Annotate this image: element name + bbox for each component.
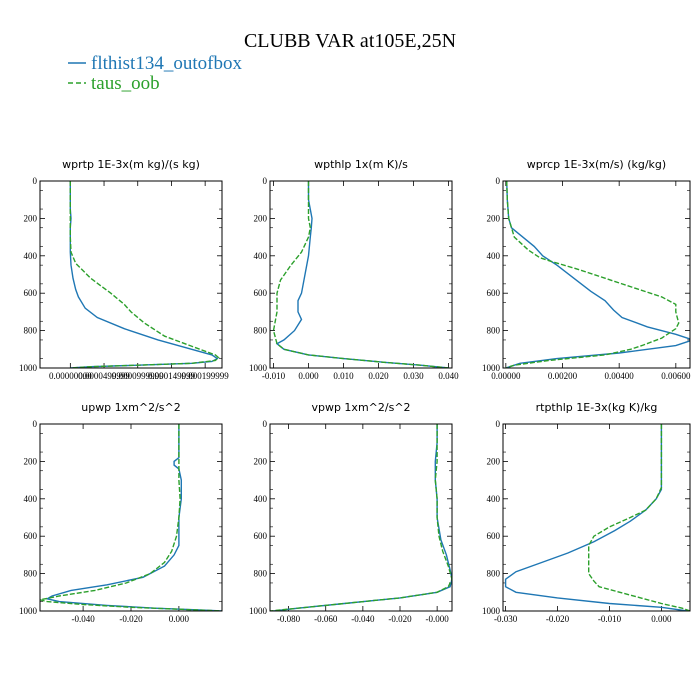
y-tick-label: 600: [254, 288, 268, 298]
x-tick-label: -0.040: [351, 614, 375, 624]
panel-title: wprcp 1E-3x(m/s) (kg/kg): [527, 158, 666, 171]
series-line-taus-oob: [40, 424, 222, 611]
series-line-taus-oob: [505, 181, 680, 368]
x-tick-label: -0.080: [277, 614, 301, 624]
y-tick-label: 600: [487, 531, 501, 541]
x-tick-label: 0.000199999: [182, 371, 230, 381]
series-line-taus-oob: [270, 424, 452, 611]
y-tick-label: 600: [24, 288, 38, 298]
y-tick-label: 400: [487, 251, 501, 261]
y-tick-label: 800: [254, 326, 268, 336]
plot-frame: [269, 180, 453, 369]
x-tick-label: 0.000: [169, 614, 190, 624]
plot-frame: [269, 423, 453, 612]
series-line-flthist134: [273, 424, 452, 611]
y-tick-label: 400: [24, 494, 38, 504]
x-tick-label: -0.060: [314, 614, 338, 624]
y-tick-label: 200: [254, 213, 268, 223]
series-line-taus-oob: [272, 181, 449, 368]
plot-frame: [39, 180, 223, 369]
y-tick-label: 800: [24, 569, 38, 579]
y-tick-label: 600: [254, 531, 268, 541]
x-tick-label: 0.00600: [661, 371, 691, 381]
y-tick-label: 0: [33, 176, 38, 186]
panel-3: wprcp 1E-3x(m/s) (kg/kg) 0 200 400 600 800 100…: [482, 158, 691, 381]
series-line-taus-oob: [69, 181, 220, 368]
x-tick-label: -0.040: [71, 614, 95, 624]
x-tick-label: 0.030: [403, 371, 424, 381]
legend-label-taus-oob: taus_oob: [91, 73, 160, 94]
x-tick-label: 0.000: [298, 371, 319, 381]
legend-label-flthist134: flthist134_outofbox: [91, 53, 242, 74]
x-tick-label: -0.020: [119, 614, 143, 624]
y-tick-label: 0: [263, 419, 268, 429]
x-tick-label: -0.010: [598, 614, 622, 624]
series-line-flthist134: [275, 181, 449, 368]
y-tick-label: 400: [24, 251, 38, 261]
plot-frame: [502, 180, 691, 369]
panel-title: upwp 1xm^2/s^2: [81, 401, 181, 414]
y-tick-label: 400: [254, 251, 268, 261]
x-tick-label: 0.00400: [605, 371, 635, 381]
x-tick-label: -0.030: [494, 614, 518, 624]
x-tick-label: -0.010: [262, 371, 286, 381]
x-tick-label: 0.020: [368, 371, 389, 381]
y-tick-label: 1000: [482, 363, 501, 373]
panel-5: vpwp 1xm^2/s^2 0 200 400 600 800 1000 -0.080 -0.…: [249, 401, 453, 624]
legend: flthist134_outofbox taus_oob: [68, 53, 242, 94]
series-line-taus-oob: [588, 424, 690, 611]
y-tick-label: 200: [487, 213, 501, 223]
x-tick-label: 0.00200: [548, 371, 578, 381]
figure-title: CLUBB VAR at105E,25N: [244, 30, 456, 52]
series-line-flthist134: [69, 181, 219, 368]
y-tick-label: 800: [24, 326, 38, 336]
y-tick-label: 200: [254, 456, 268, 466]
x-tick-label: 0.0000999999: [112, 371, 164, 381]
plot-frame: [502, 423, 691, 612]
y-tick-label: 600: [24, 531, 38, 541]
panel-1: wprtp 1E-3x(m kg)/(s kg) 0 200 400 600 800 100…: [19, 158, 229, 381]
panel-title: wprtp 1E-3x(m kg)/(s kg): [62, 158, 200, 171]
panel-title: vpwp 1xm^2/s^2: [311, 401, 410, 414]
y-tick-label: 200: [24, 213, 38, 223]
panel-title: wpthlp 1x(m K)/s: [314, 158, 408, 171]
x-tick-label: 0.0000499999: [78, 371, 130, 381]
y-tick-label: 600: [487, 288, 501, 298]
y-tick-label: 1000: [19, 606, 38, 616]
y-tick-label: 800: [487, 569, 501, 579]
y-tick-label: 200: [24, 456, 38, 466]
y-tick-label: 800: [254, 569, 268, 579]
plot-frame: [39, 423, 223, 612]
x-tick-label: 0.000: [651, 614, 672, 624]
panel-2: wpthlp 1x(m K)/s 0 200 400 600 800 1000-0.010 0…: [249, 158, 459, 381]
x-tick-label: 0.00000: [491, 371, 521, 381]
panel-4: upwp 1xm^2/s^2 0 200 400 600 800 1000 -0.040 -0.…: [19, 401, 223, 624]
y-tick-label: 200: [487, 456, 501, 466]
x-tick-label: 0.040: [438, 371, 459, 381]
x-tick-label: -0.020: [388, 614, 412, 624]
y-tick-label: 1000: [249, 606, 268, 616]
x-tick-label: -0.020: [546, 614, 570, 624]
y-tick-label: 800: [487, 326, 501, 336]
x-tick-label: 0.010: [333, 371, 354, 381]
x-tick-label: -0.000: [426, 614, 450, 624]
series-line-flthist134: [505, 181, 690, 368]
y-tick-label: 400: [254, 494, 268, 504]
y-tick-label: 0: [263, 176, 268, 186]
panel-title: rtpthlp 1E-3x(kg K)/kg: [536, 401, 658, 414]
y-tick-label: 0: [496, 176, 501, 186]
y-tick-label: 0: [496, 419, 501, 429]
y-tick-label: 1000: [482, 606, 501, 616]
y-tick-label: 0: [33, 419, 38, 429]
panel-6: rtpthlp 1E-3x(kg K)/kg02004006008001000-…: [482, 401, 691, 624]
y-tick-label: 400: [487, 494, 501, 504]
series-line-flthist134: [45, 424, 222, 611]
y-tick-label: 1000: [249, 363, 268, 373]
x-tick-label: 0.00000000: [49, 371, 92, 381]
y-tick-label: 1000: [19, 363, 38, 373]
x-tick-label: 0.000149999: [148, 371, 196, 381]
